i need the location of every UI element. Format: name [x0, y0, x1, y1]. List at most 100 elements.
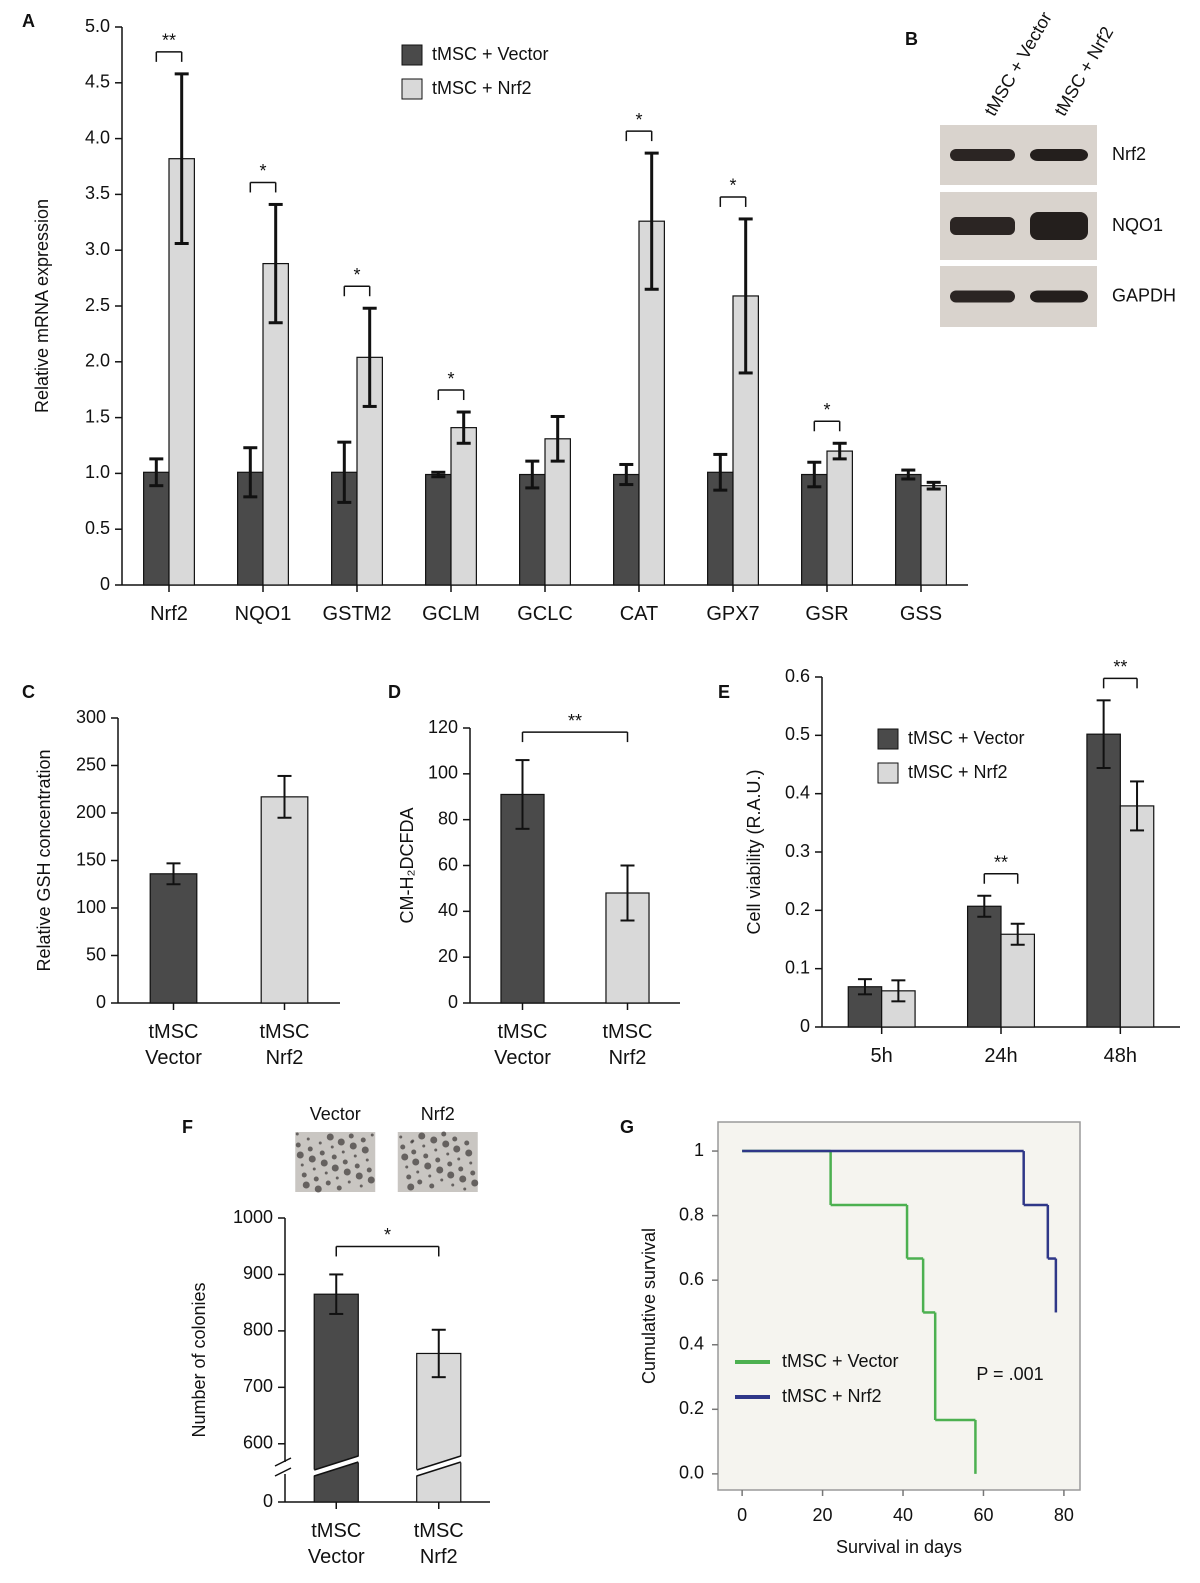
legend-label: tMSC + Nrf2: [782, 1386, 882, 1406]
x-tick-label: GPX7: [706, 603, 760, 625]
colony-dot: [457, 1157, 461, 1161]
panel-letter: B: [905, 29, 918, 49]
x-tick-label: Nrf2: [150, 603, 188, 625]
x-tick-label: tMSC Nrf2: [413, 1520, 464, 1568]
colony-dot: [337, 1138, 345, 1146]
y-axis-label: Cell viability (R.A.U.): [744, 769, 764, 934]
bar: [544, 438, 571, 586]
x-tick-label: 48h: [1103, 1045, 1138, 1067]
y-axis-label: Cumulative survival: [639, 1228, 659, 1384]
colony-dot: [348, 1133, 354, 1139]
bar: [260, 796, 309, 1004]
colony-dot: [407, 1183, 415, 1191]
plot-area: [717, 1121, 1081, 1491]
sig-label: *: [259, 161, 266, 181]
colony-dot: [354, 1163, 360, 1169]
colony-dot: [463, 1187, 467, 1191]
colony-dot: [401, 1153, 409, 1161]
colony-dot: [459, 1175, 467, 1183]
bar: [613, 473, 640, 586]
blot-column-label: tMSC + Vector: [980, 8, 1056, 119]
y-tick-label: 0.1: [785, 957, 810, 977]
colony-dot: [331, 1154, 337, 1160]
axis-break: [414, 1456, 463, 1476]
x-tick-label: tMSC Nrf2: [602, 1021, 653, 1069]
legend-swatch: [877, 728, 899, 750]
y-tick-label: 2.5: [85, 295, 110, 315]
axis-break: [313, 1461, 359, 1477]
colony-dot: [296, 1151, 304, 1159]
colony-dot: [417, 1179, 423, 1185]
x-tick-label: 60: [973, 1505, 993, 1525]
colony-dot: [400, 1144, 406, 1150]
bar: [143, 471, 170, 586]
y-axis-label: Relative mRNA expression: [32, 199, 52, 413]
y-axis-label: Relative GSH concentration: [34, 749, 54, 971]
colony-dot: [469, 1161, 473, 1165]
y-tick-label: 0.4: [785, 782, 810, 802]
y-tick-label: 0.4: [679, 1333, 704, 1353]
colony-dot: [326, 1133, 334, 1141]
legend-label: tMSC + Vector: [782, 1351, 899, 1371]
colony-dot: [416, 1170, 420, 1174]
y-tick-label: 3.0: [85, 239, 110, 259]
annotation: P = .001: [976, 1364, 1043, 1384]
colony-dot: [306, 1137, 310, 1141]
blot-row-label: NQO1: [1112, 215, 1163, 235]
bar: [149, 873, 198, 1004]
colony-dot: [370, 1133, 374, 1137]
bar: [920, 485, 947, 586]
image-label: Vector: [310, 1104, 361, 1124]
y-axis-label: Number of colonies: [189, 1282, 209, 1437]
blot-band: [1030, 212, 1088, 240]
axis-break: [274, 1457, 292, 1467]
sig-label: *: [729, 176, 736, 196]
legend-swatch: [401, 78, 423, 100]
y-tick-label: 0: [800, 1016, 810, 1036]
y-tick-label: 300: [76, 707, 106, 727]
x-tick-label: 20: [813, 1505, 833, 1525]
panel-letter: E: [718, 682, 730, 702]
legend-label: tMSC + Vector: [908, 728, 1025, 748]
colony-dot: [434, 1148, 438, 1152]
colony-dot: [451, 1183, 455, 1187]
y-tick-label: 150: [76, 849, 106, 869]
x-axis-label: Survival in days: [836, 1537, 962, 1557]
colony-dot: [361, 1146, 369, 1154]
x-tick-label: 80: [1054, 1505, 1074, 1525]
sig-label: **: [568, 711, 582, 731]
colony-dot: [406, 1174, 412, 1180]
colony-dot: [365, 1158, 369, 1162]
bar: [826, 450, 853, 586]
colony-dot: [471, 1179, 479, 1187]
colony-dot: [424, 1162, 432, 1170]
y-tick-label: 4.0: [85, 127, 110, 147]
blot-band: [1030, 290, 1088, 303]
x-tick-label: GCLM: [422, 603, 480, 625]
colony-dot: [453, 1145, 461, 1153]
colony-dot: [324, 1171, 328, 1175]
colony-dot: [325, 1180, 331, 1186]
colony-dot: [331, 1164, 339, 1172]
y-tick-label: 0: [263, 1491, 273, 1511]
colony-dot: [359, 1184, 363, 1188]
colony-dot: [342, 1159, 348, 1165]
colony-dot: [436, 1166, 444, 1174]
colony-dot: [295, 1132, 299, 1136]
panel-letter: G: [620, 1117, 634, 1137]
colony-dot: [353, 1154, 357, 1158]
blot-band: [950, 217, 1015, 235]
colony-dot: [366, 1167, 372, 1173]
bar: [425, 473, 452, 586]
panel-letter: D: [388, 682, 401, 702]
x-tick-label: 24h: [984, 1045, 1018, 1067]
colony-dot: [335, 1176, 339, 1180]
y-tick-label: 120: [428, 717, 458, 737]
y-tick-label: 250: [76, 754, 106, 774]
y-tick-label: 0.6: [679, 1269, 704, 1289]
sig-label: *: [384, 1225, 391, 1245]
colony-dot: [355, 1172, 363, 1180]
y-axis-label: CM-H₂DCFDA: [397, 808, 417, 924]
y-tick-label: 0.5: [785, 724, 810, 744]
